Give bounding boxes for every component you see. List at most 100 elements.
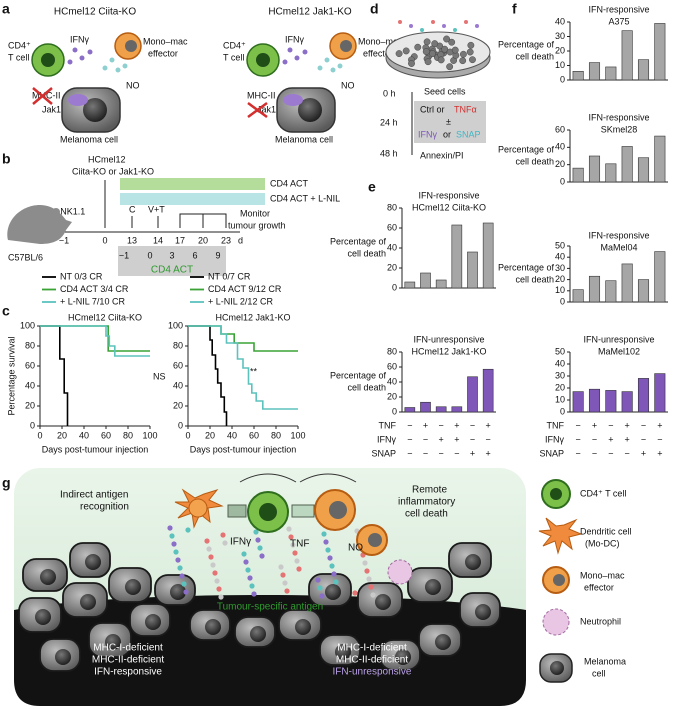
melanoma-nucleus [435, 634, 451, 650]
y-tick-label: 0 [392, 406, 397, 416]
label: Monitor [240, 208, 270, 218]
cytokine [278, 564, 284, 570]
cytokine [284, 588, 290, 594]
condition-sign: + [454, 420, 459, 430]
x-tick-label: 40 [227, 430, 237, 440]
chart-title: HCmel12 Jak1-KO [215, 312, 290, 322]
condition-name: SNAP [371, 448, 396, 458]
y-tick-label: 20 [555, 45, 565, 55]
survival-line [188, 325, 298, 410]
cytokine [366, 576, 372, 582]
y-axis-label: cell death [347, 382, 386, 392]
dish-cells [395, 20, 479, 71]
label: CD4 ACT [270, 178, 309, 188]
cytokines [167, 525, 376, 600]
caption: MHC-I-deficient [337, 643, 407, 654]
condition-sign: + [486, 420, 491, 430]
dish-cell [431, 40, 439, 48]
panel-label: f [512, 1, 517, 17]
bar [637, 279, 650, 303]
panel-title: HCmel12 Jak1-KO [268, 7, 352, 18]
cytokine [370, 592, 376, 598]
cytokine [245, 567, 251, 573]
melanoma-nucleus [40, 569, 56, 585]
condition-sign: − [592, 434, 597, 444]
x-tick-label: 100 [290, 430, 305, 440]
y-tick-label: 10 [555, 285, 565, 295]
panel-a: HCmel12 Ciita-KO HCmel12 Jak1-KO CD4⁺ T … [8, 7, 403, 145]
label: 24 h [380, 117, 398, 127]
bar [588, 155, 601, 183]
y-tick-label: 0 [30, 420, 35, 430]
label: T cell [8, 52, 29, 62]
chart-title: IFN-responsive [418, 190, 479, 200]
label: tumour growth [228, 220, 286, 230]
condition-sign: + [641, 448, 646, 458]
act-day-label: 9 [215, 250, 220, 260]
condition-sign: − [608, 420, 613, 430]
day-label: 17 [175, 235, 185, 245]
condition-name: SNAP [539, 448, 564, 458]
day-label: 14 [153, 235, 163, 245]
chart-title: SKmel28 [601, 124, 638, 134]
label: 48 h [380, 148, 398, 158]
label: IFNγ [70, 34, 89, 44]
condition-sign: − [454, 448, 459, 458]
cross [247, 101, 268, 119]
y-tick-label: 60 [387, 361, 397, 371]
y-axis-label: Percentage survival [6, 336, 16, 415]
label: NO [348, 543, 363, 554]
label: 0 h [383, 88, 396, 98]
y-tick-label: 0 [560, 406, 565, 416]
cell-schematic [67, 59, 73, 65]
cross [32, 87, 53, 105]
label: Ciita-KO or Jak1-KO [72, 166, 154, 176]
y-tick-label: 30 [555, 263, 565, 273]
bar [572, 167, 584, 183]
dish-cell [466, 48, 474, 56]
melanoma-nucleus [105, 634, 121, 650]
y-tick-label: 20 [387, 262, 397, 272]
melanoma-nucleus [375, 594, 391, 610]
cytokine [222, 540, 228, 546]
bar [588, 275, 601, 303]
cytokine [208, 554, 214, 560]
cytokine [321, 531, 327, 537]
dish-cell [459, 57, 467, 65]
y-axis-label: cell death [515, 156, 554, 166]
mono-mac [368, 533, 382, 547]
label: Annexin/PI [420, 150, 464, 160]
act-box [118, 246, 226, 276]
bar [435, 406, 447, 413]
melanoma-nucleus [85, 554, 101, 570]
cell-schematic [31, 32, 142, 133]
legend-label: effector [584, 582, 614, 592]
cytokine [325, 547, 331, 553]
y-tick-label: 100 [20, 320, 35, 330]
cytokine [218, 594, 224, 600]
cytokine [352, 590, 358, 596]
cytokine [247, 575, 253, 581]
bar [621, 30, 633, 81]
y-axis-label: Percentage of [330, 370, 387, 380]
x-tick-label: 60 [101, 430, 111, 440]
label: CD4 ACT + L-NIL [270, 193, 340, 203]
cytokine [315, 577, 321, 583]
y-tick-label: 30 [555, 370, 565, 380]
y-tick-label: 20 [25, 400, 35, 410]
x-tick-label: 60 [249, 430, 259, 440]
panel-label: d [370, 1, 379, 17]
y-tick-label: 60 [25, 360, 35, 370]
condition-sign: − [641, 434, 646, 444]
label: Jak1 [257, 104, 276, 114]
label: cell death [405, 509, 448, 520]
cytokine [296, 566, 302, 572]
x-tick-label: 80 [123, 430, 133, 440]
bar [588, 388, 601, 413]
cytokine [171, 541, 177, 547]
chart-title: IFN-unresponsive [413, 334, 484, 344]
label: C [129, 204, 136, 214]
melanoma-nucleus [80, 594, 96, 610]
y-tick-label: 20 [555, 382, 565, 392]
